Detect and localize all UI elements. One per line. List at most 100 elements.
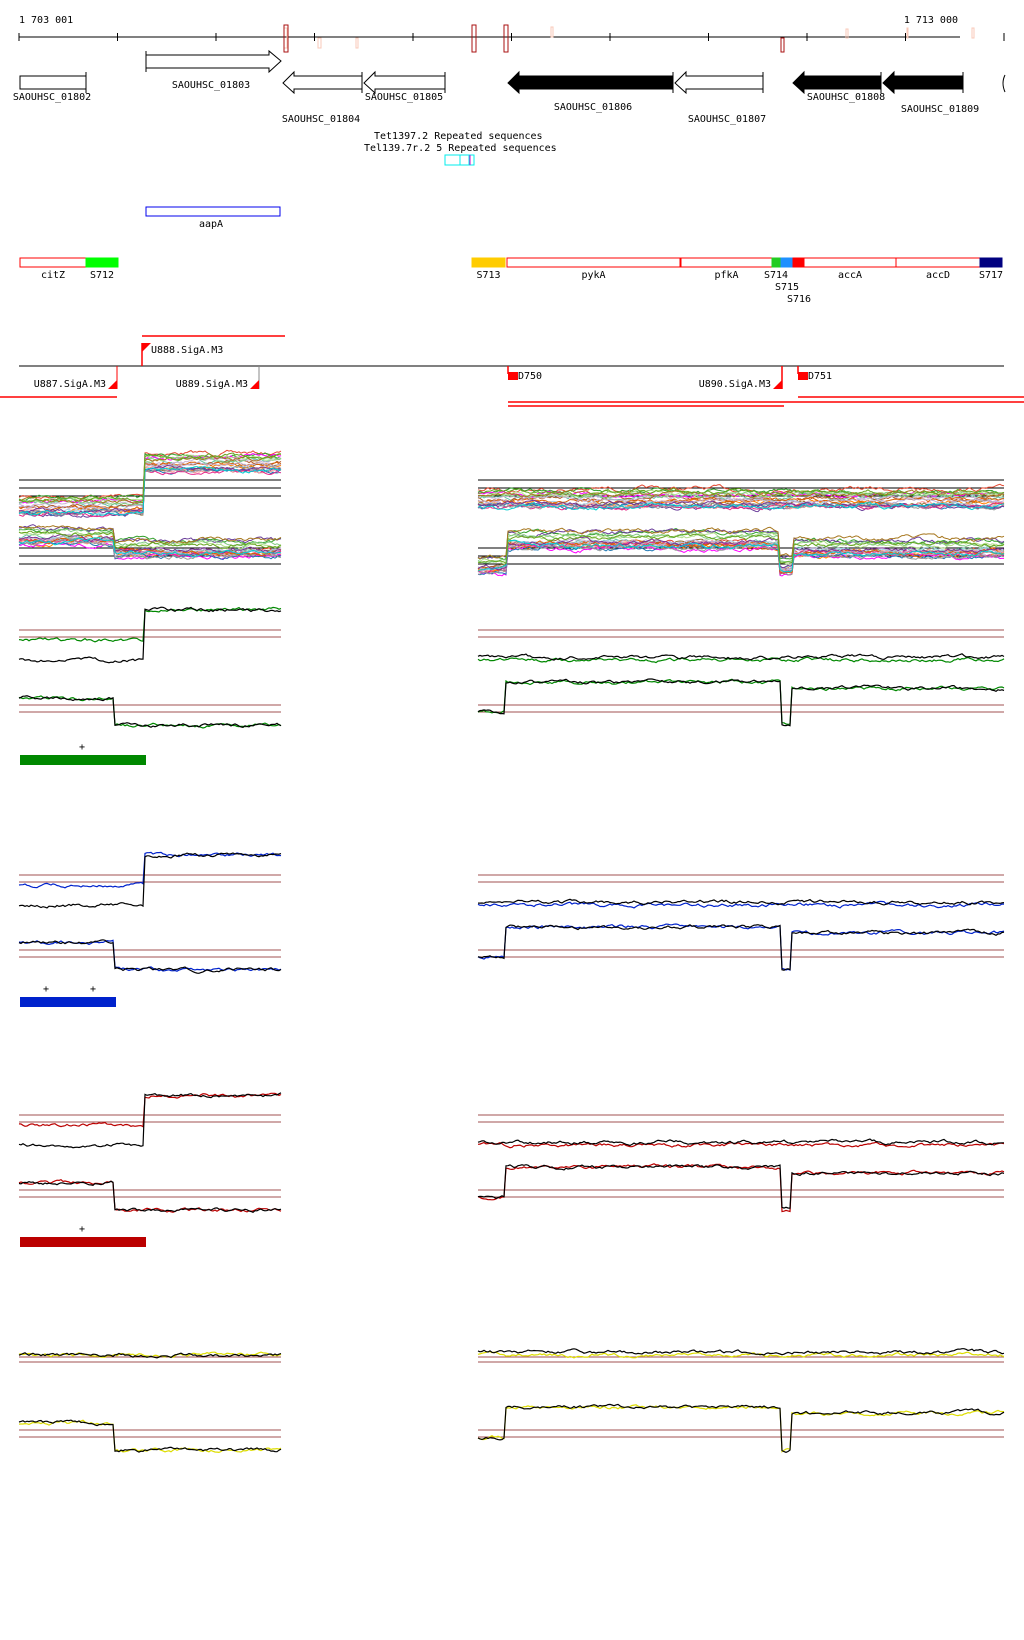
operon-citZ[interactable]: citZ [19, 257, 87, 281]
svg-text:SAOUHSC_01808: SAOUHSC_01808 [807, 92, 885, 103]
sample-trace [18, 525, 282, 545]
gene-SAOUHSC_01805[interactable]: SAOUHSC_01805 [363, 70, 446, 103]
svg-text:SAOUHSC_01804: SAOUHSC_01804 [282, 114, 360, 125]
svg-text:SAOUHSC_01803: SAOUHSC_01803 [172, 80, 250, 91]
sample-trace [18, 537, 282, 558]
sample-trace [18, 534, 282, 557]
expression-trace [478, 898, 1005, 906]
operon-accA[interactable]: accA [803, 257, 897, 281]
operon-pykA[interactable]: pykA [506, 257, 681, 281]
sample-trace [477, 544, 1005, 577]
expression-trace [18, 606, 282, 664]
sample-trace [18, 541, 282, 560]
sample-trace [477, 539, 1005, 573]
svg-text:+: + [79, 742, 85, 753]
repeat-marker[interactable] [471, 24, 477, 53]
gene-fragment [1002, 74, 1006, 93]
coordinate-ruler: 1 703 001 1 713 000 [18, 15, 1005, 53]
promoter-U890[interactable]: U890.SigA.M3 [699, 366, 783, 390]
expression-trace [477, 1348, 1005, 1356]
track-blue: + + [18, 851, 1005, 1007]
sample-trace [18, 538, 282, 558]
sample-trace [478, 489, 1005, 499]
expression-trace [477, 1141, 1005, 1149]
svg-text:SAOUHSC_01807: SAOUHSC_01807 [688, 114, 766, 125]
sample-trace [477, 487, 1005, 497]
sample-trace [18, 464, 282, 516]
operon-S712[interactable]: S712 [85, 257, 119, 281]
svg-text:+: + [43, 984, 49, 995]
repeat-label-a: Tet1397.2 Repeated sequences [374, 131, 543, 142]
operon-S713[interactable]: S713 [471, 257, 506, 281]
sample-trace [477, 531, 1005, 564]
multi-sample-panel [18, 449, 1005, 518]
svg-text:S716: S716 [787, 294, 811, 305]
gene-track: SAOUHSC_01802 SAOUHSC_01803 SAOUHSC_0180… [13, 49, 1006, 125]
operon-S717[interactable]: S717 [979, 257, 1003, 281]
expression-trace [18, 1180, 282, 1213]
gene-SAOUHSC_01803[interactable]: SAOUHSC_01803 [145, 49, 282, 91]
svg-text:citZ: citZ [41, 270, 65, 281]
svg-text:pfkA: pfkA [714, 270, 738, 281]
gene-SAOUHSC_01806[interactable]: SAOUHSC_01806 [507, 70, 674, 113]
promoter-U889[interactable]: U889.SigA.M3 [176, 366, 260, 390]
expression-trace [477, 923, 1005, 971]
sample-trace [18, 449, 282, 501]
expression-trace [477, 653, 1005, 661]
svg-text:SAOUHSC_01806: SAOUHSC_01806 [554, 102, 632, 113]
sample-trace [477, 531, 1005, 566]
expression-trace [18, 939, 282, 974]
svg-text:D750: D750 [518, 371, 542, 382]
sample-trace [18, 456, 282, 508]
terminator-D750[interactable]: D750 [507, 366, 542, 382]
repeat-marker[interactable] [503, 24, 509, 53]
sample-trace [18, 465, 282, 516]
svg-text:S715: S715 [775, 282, 799, 293]
svg-text:SAOUHSC_01805: SAOUHSC_01805 [365, 92, 443, 103]
expression-trace [18, 606, 282, 643]
sample-trace [18, 530, 282, 549]
operon-accD[interactable]: accD [895, 257, 981, 281]
track-green: + [18, 606, 1005, 765]
promoter-U887[interactable]: U887.SigA.M3 [34, 366, 118, 390]
gene-SAOUHSC_01804[interactable]: SAOUHSC_01804 [282, 70, 363, 125]
sample-trace [477, 536, 1005, 571]
gene-SAOUHSC_01802[interactable]: SAOUHSC_01802 [13, 72, 91, 103]
gene-SAOUHSC_01807[interactable]: SAOUHSC_01807 [674, 70, 766, 125]
expression-trace [477, 1403, 1005, 1453]
expression-trace [477, 900, 1005, 909]
svg-text:pykA: pykA [581, 270, 605, 281]
svg-text:S712: S712 [90, 270, 114, 281]
sample-trace [18, 453, 282, 504]
multi-sample-panel [18, 524, 1005, 577]
condition-bar [20, 1237, 146, 1247]
sample-trace [477, 533, 1005, 565]
repeat-label-b: Tel139.7r.2 5 Repeated sequences [364, 143, 557, 154]
operon-pfkA[interactable]: pfkA [680, 257, 773, 281]
sample-trace [18, 464, 282, 515]
expression-trace [18, 939, 282, 972]
terminator-D751[interactable]: D751 [797, 366, 832, 382]
svg-text:SAOUHSC_01802: SAOUHSC_01802 [13, 92, 91, 103]
expression-trace [477, 678, 1005, 726]
gene-SAOUHSC_01808[interactable]: SAOUHSC_01808 [792, 70, 885, 103]
gene-SAOUHSC_01809[interactable]: SAOUHSC_01809 [882, 70, 979, 115]
expression-trace [18, 695, 282, 729]
repeated-sequences[interactable]: Tet1397.2 Repeated sequences Tel139.7r.2… [364, 131, 557, 166]
repeat-marker[interactable] [283, 24, 289, 53]
expression-trace [18, 852, 282, 909]
sample-trace [18, 466, 282, 516]
expression-trace [477, 1350, 1005, 1359]
svg-text:S713: S713 [476, 270, 500, 281]
sample-trace [477, 491, 1005, 503]
expression-trace [477, 1138, 1004, 1147]
promoter-U888[interactable]: U888.SigA.M3 [141, 343, 223, 366]
svg-text:D751: D751 [808, 371, 832, 382]
repeat-marker[interactable] [780, 37, 785, 53]
ncrna-aapA[interactable]: aapA [145, 206, 281, 230]
sample-trace [18, 461, 282, 512]
expression-plots: ++ ++ [18, 449, 1005, 1454]
svg-text:aapA: aapA [199, 219, 223, 230]
